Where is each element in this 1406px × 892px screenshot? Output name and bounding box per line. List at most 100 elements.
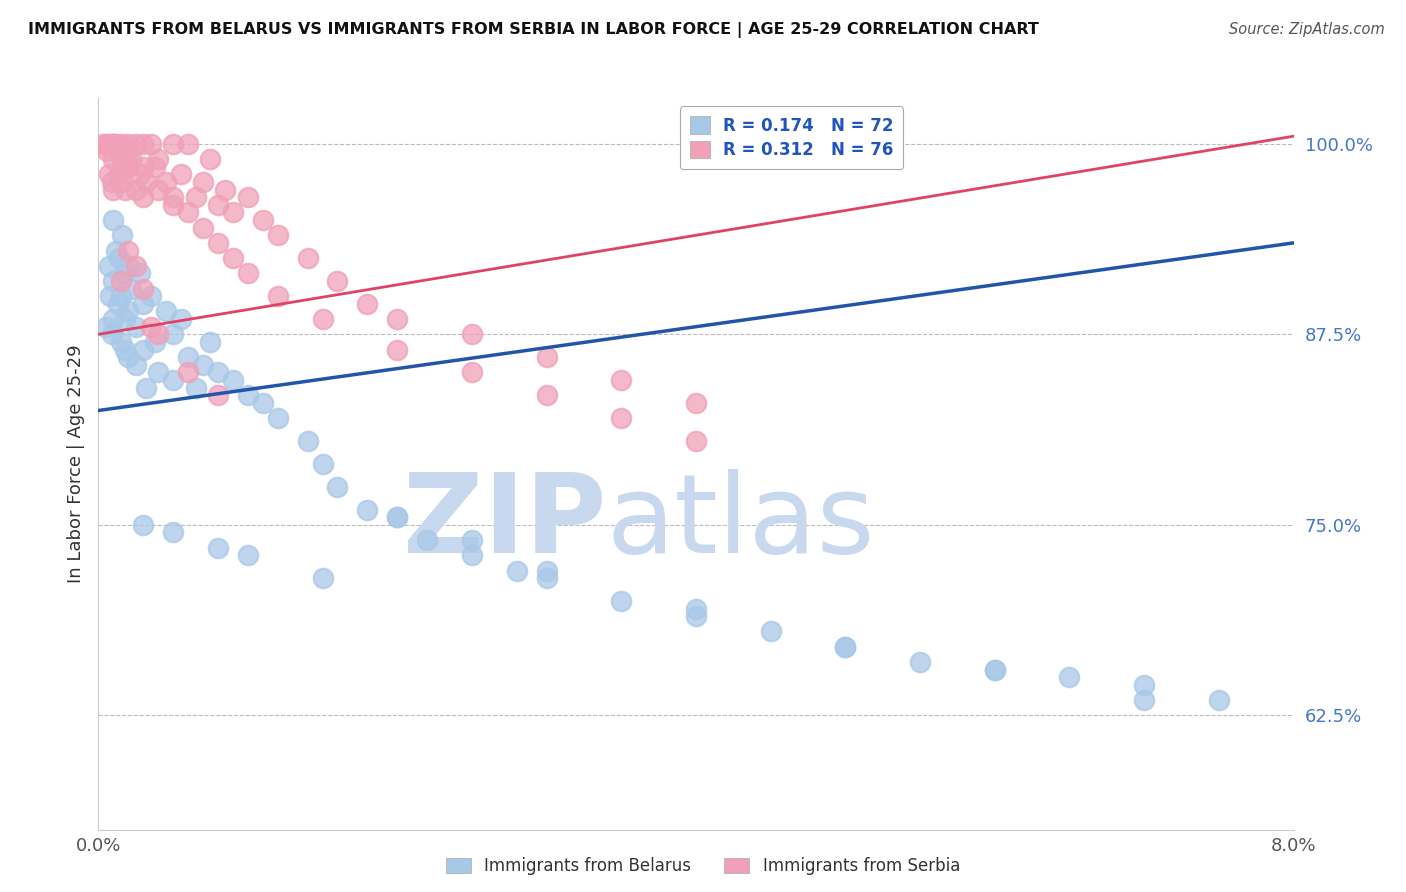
Point — [236, 388, 259, 402]
Point — [162, 198, 184, 212]
Text: Source: ZipAtlas.com: Source: ZipAtlas.com — [1229, 22, 1385, 37]
Point — [132, 282, 155, 296]
Point — [114, 312, 136, 326]
Point — [536, 350, 558, 364]
Point — [117, 136, 139, 151]
Point — [155, 304, 177, 318]
Point — [184, 381, 207, 395]
Point — [148, 152, 170, 166]
Point — [1133, 693, 1156, 707]
Point — [191, 220, 214, 235]
Point — [356, 297, 378, 311]
Point — [162, 136, 184, 151]
Point — [105, 244, 128, 258]
Point — [108, 251, 131, 265]
Point — [297, 251, 319, 265]
Point — [356, 502, 378, 516]
Point — [207, 235, 229, 250]
Point — [101, 327, 124, 342]
Point — [1133, 678, 1156, 692]
Point — [111, 228, 134, 243]
Point — [105, 136, 128, 151]
Point — [267, 228, 290, 243]
Point — [267, 411, 290, 425]
Point — [135, 175, 157, 189]
Point — [94, 319, 117, 334]
Point — [685, 434, 707, 448]
Point — [97, 167, 120, 181]
Point — [162, 190, 184, 204]
Point — [120, 152, 142, 166]
Point — [117, 160, 139, 174]
Point — [112, 160, 135, 174]
Point — [94, 136, 117, 151]
Point — [207, 541, 229, 555]
Point — [461, 548, 484, 563]
Point — [132, 343, 155, 357]
Point — [685, 396, 707, 410]
Point — [135, 381, 157, 395]
Point — [129, 266, 152, 280]
Point — [98, 289, 122, 303]
Point — [536, 571, 558, 585]
Point — [101, 175, 124, 189]
Point — [103, 152, 125, 166]
Point — [177, 350, 200, 364]
Point — [385, 510, 409, 524]
Point — [162, 327, 184, 342]
Point — [162, 373, 184, 387]
Point — [191, 175, 214, 189]
Point — [177, 136, 200, 151]
Point — [97, 259, 120, 273]
Point — [103, 312, 125, 326]
Point — [536, 564, 558, 578]
Point — [236, 266, 259, 280]
Point — [834, 640, 856, 654]
Point — [143, 334, 166, 349]
Point — [252, 396, 274, 410]
Point — [120, 282, 142, 296]
Point — [311, 312, 333, 326]
Point — [125, 136, 148, 151]
Point — [252, 213, 274, 227]
Point — [91, 136, 114, 151]
Y-axis label: In Labor Force | Age 25-29: In Labor Force | Age 25-29 — [66, 344, 84, 583]
Point — [461, 533, 484, 547]
Point — [214, 183, 236, 197]
Legend: Immigrants from Belarus, Immigrants from Serbia: Immigrants from Belarus, Immigrants from… — [437, 849, 969, 884]
Point — [117, 304, 139, 318]
Point — [125, 358, 148, 372]
Point — [267, 289, 290, 303]
Point — [139, 319, 162, 334]
Point — [125, 259, 148, 273]
Point — [132, 136, 155, 151]
Point — [132, 517, 155, 532]
Point — [207, 198, 229, 212]
Point — [107, 145, 129, 159]
Point — [207, 366, 229, 380]
Point — [111, 152, 134, 166]
Point — [200, 152, 222, 166]
Legend: R = 0.174   N = 72, R = 0.312   N = 76: R = 0.174 N = 72, R = 0.312 N = 76 — [679, 106, 904, 169]
Point — [108, 167, 131, 181]
Point — [461, 327, 484, 342]
Point — [143, 160, 166, 174]
Point — [834, 640, 856, 654]
Point — [177, 205, 200, 219]
Point — [759, 624, 782, 639]
Point — [103, 183, 125, 197]
Point — [984, 663, 1007, 677]
Point — [132, 160, 155, 174]
Point — [148, 366, 170, 380]
Text: ZIP: ZIP — [404, 469, 606, 576]
Point — [169, 312, 191, 326]
Point — [117, 259, 139, 273]
Point — [110, 274, 132, 288]
Point — [191, 358, 214, 372]
Point — [117, 145, 139, 159]
Point — [385, 312, 409, 326]
Point — [125, 183, 148, 197]
Point — [236, 190, 259, 204]
Point — [385, 343, 409, 357]
Point — [326, 480, 349, 494]
